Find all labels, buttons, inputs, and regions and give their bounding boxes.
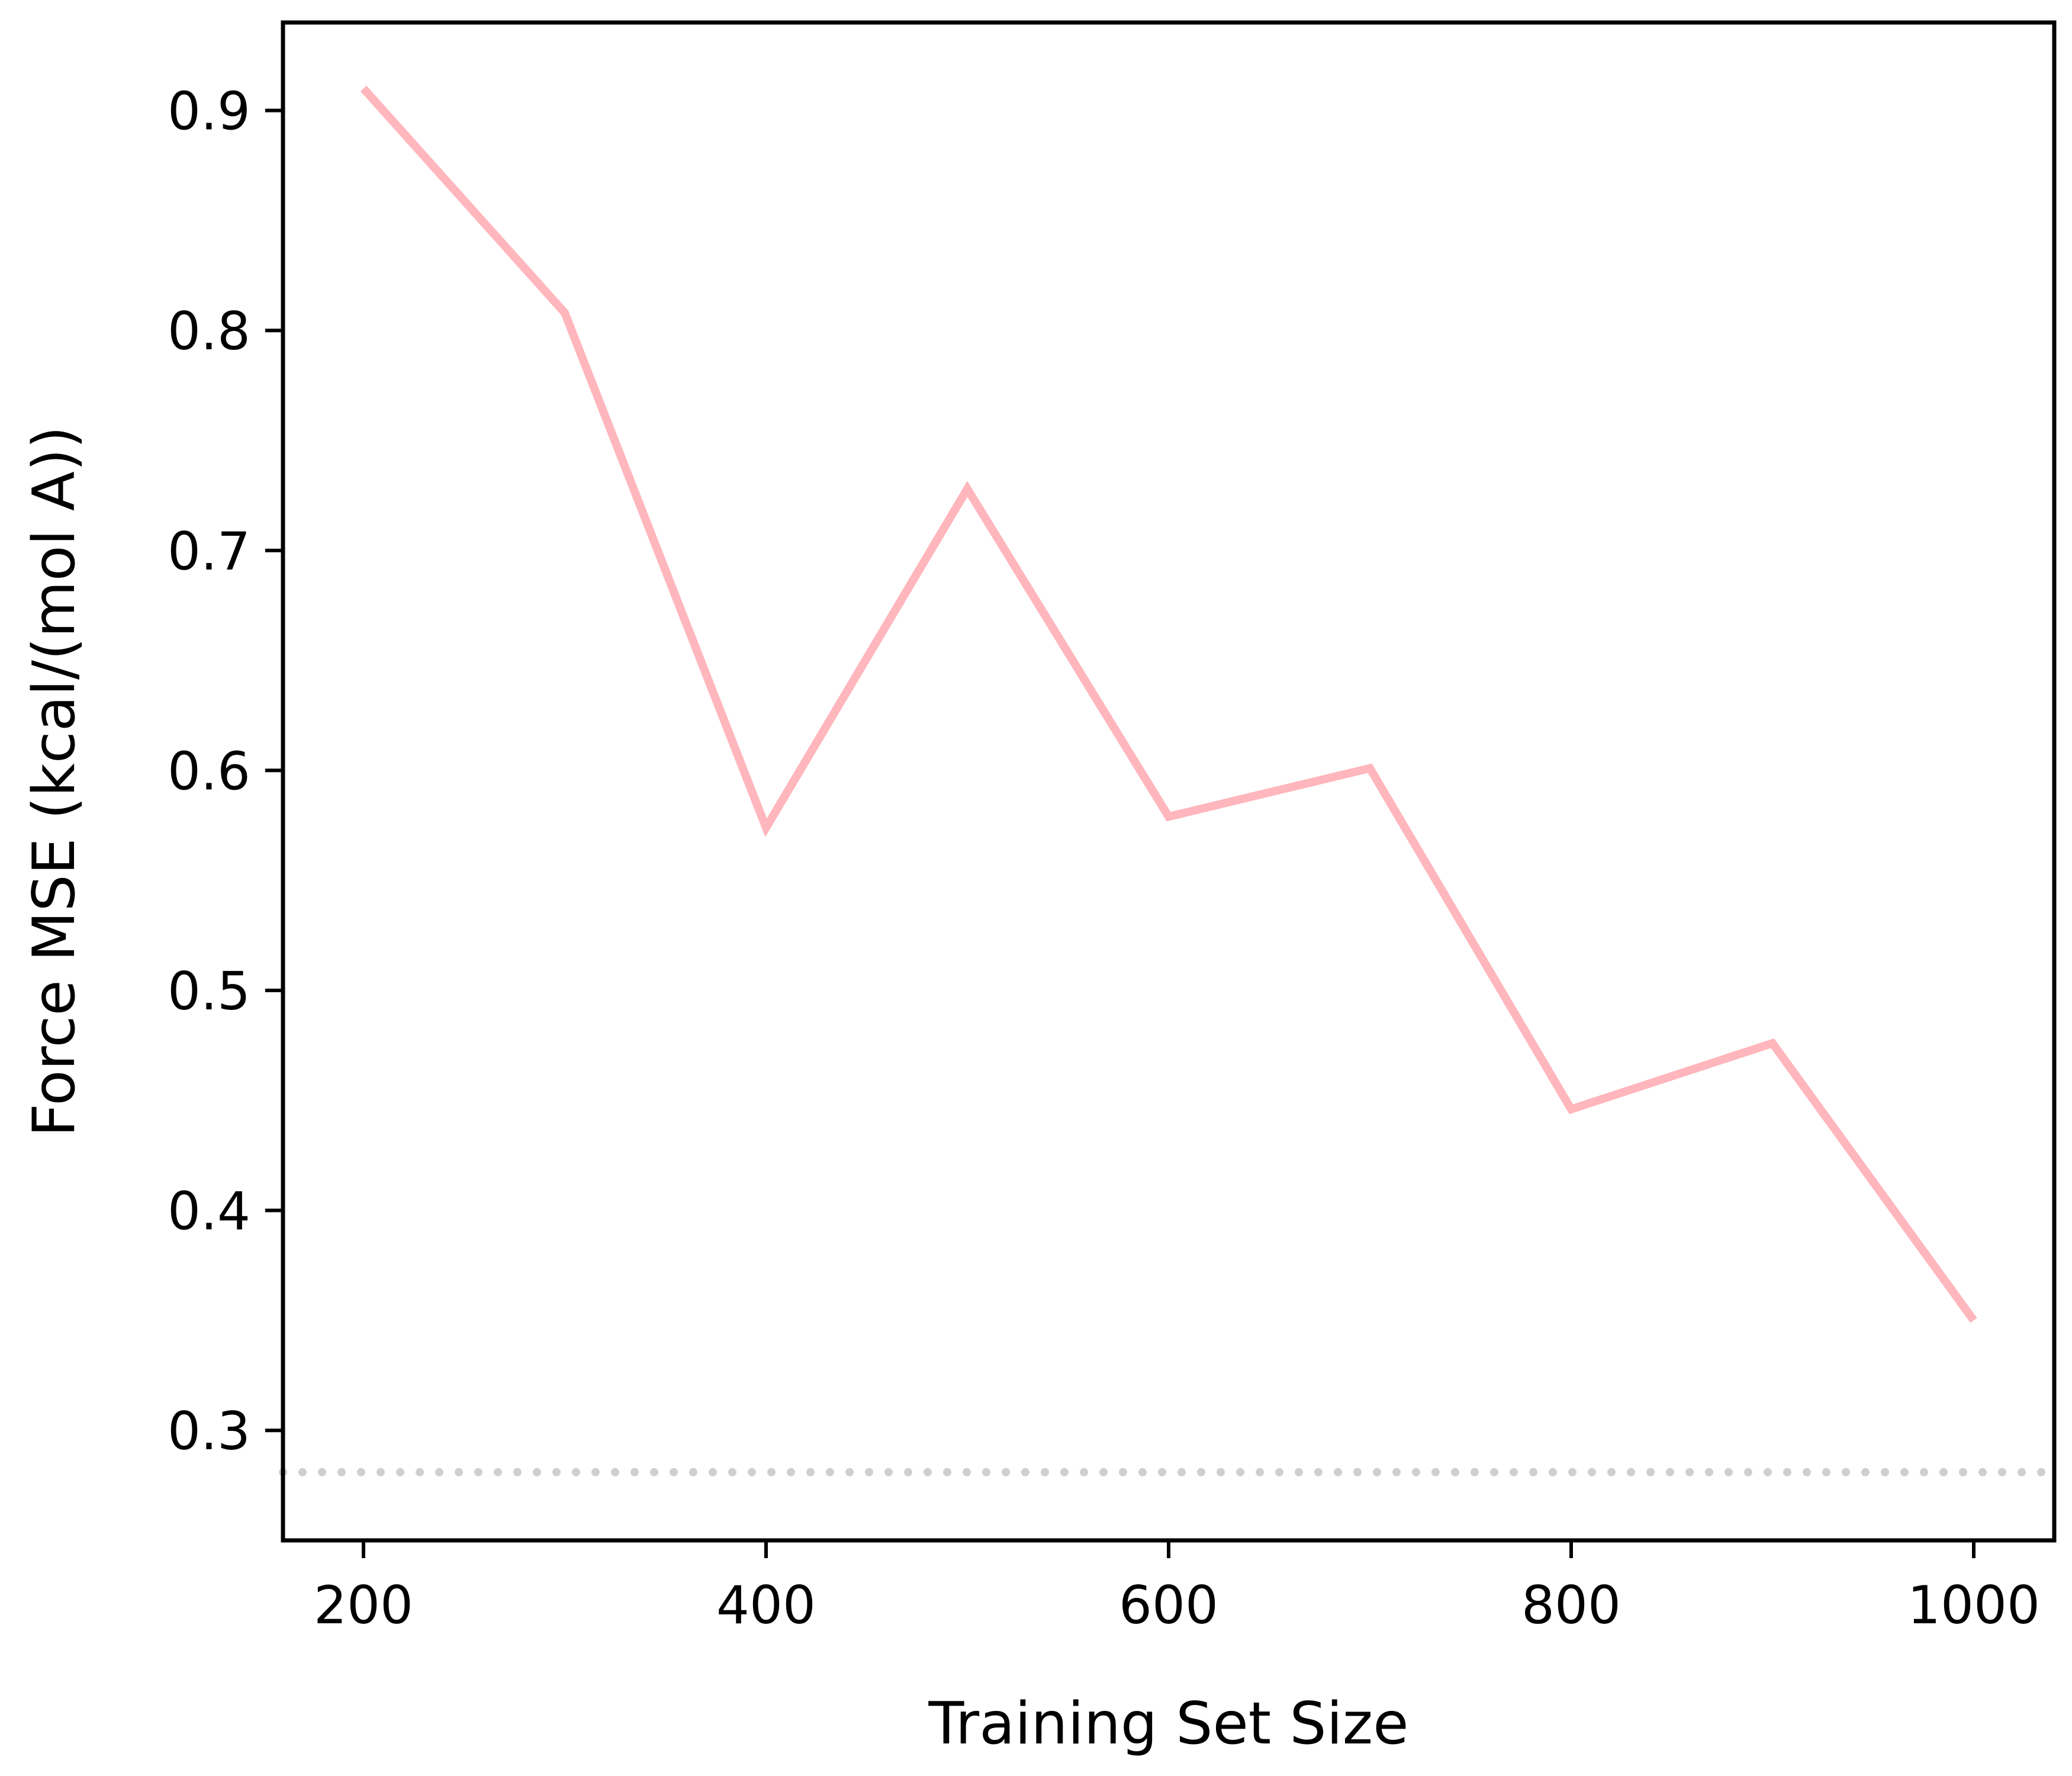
y-tick-label: 0.5 [168, 961, 250, 1022]
x-tick-label: 600 [1119, 1575, 1218, 1636]
y-axis-label: Force MSE (kcal/(mol A)) [21, 426, 88, 1137]
x-axis-label: Training Set Size [928, 1690, 1408, 1758]
x-tick-label: 200 [314, 1575, 413, 1636]
y-tick-label: 0.6 [168, 741, 250, 802]
y-tick-label: 0.3 [168, 1401, 250, 1462]
y-tick-label: 0.8 [168, 301, 250, 362]
y-tick-label: 0.4 [168, 1181, 250, 1242]
x-axis-ticks: 200 400 600 800 1000 [314, 1540, 2040, 1636]
y-tick-label: 0.9 [168, 81, 250, 142]
plot-marks [279, 85, 2058, 1476]
y-tick-label: 0.7 [168, 521, 250, 582]
x-tick-label: 800 [1521, 1575, 1621, 1636]
series-line-0 [360, 85, 1977, 1323]
y-axis-ticks: 0.3 0.4 0.5 0.6 0.7 0.8 0.9 [168, 81, 283, 1462]
x-tick-label: 400 [716, 1575, 816, 1636]
x-tick-label: 1000 [1907, 1575, 2040, 1636]
